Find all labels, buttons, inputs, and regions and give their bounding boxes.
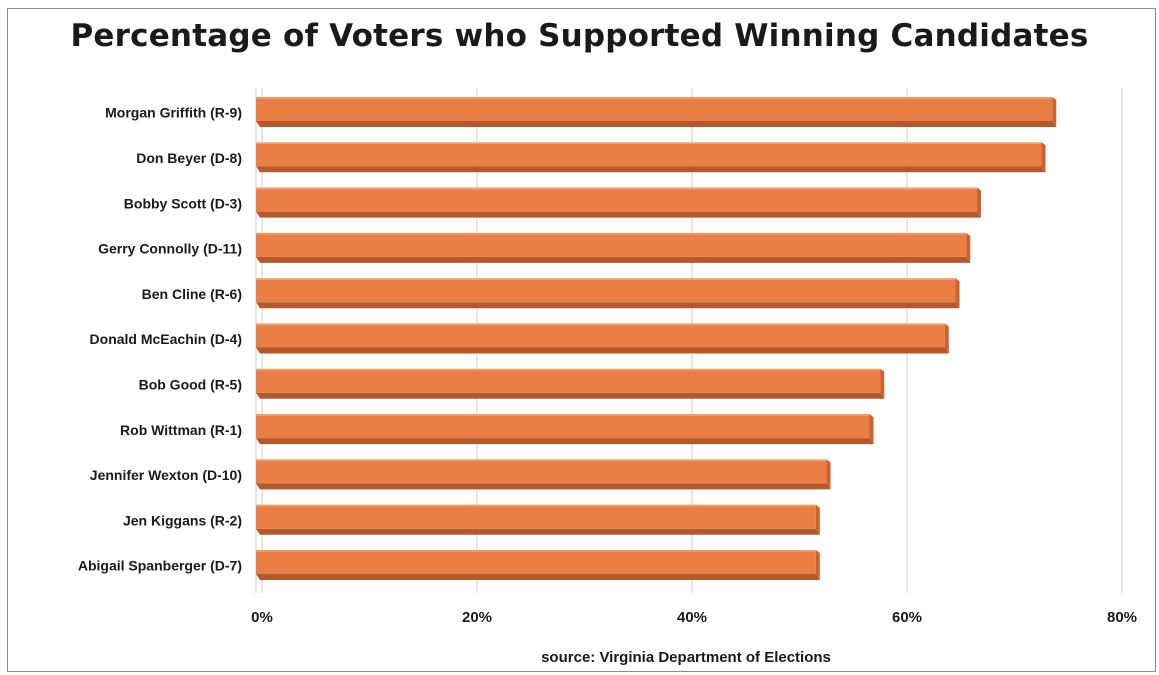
bar-bottom-face	[256, 483, 831, 490]
x-tick-label: 60%	[892, 609, 922, 626]
bar	[256, 550, 820, 580]
bar-end-cap	[880, 368, 885, 399]
bar-bottom-face	[256, 211, 982, 218]
category-label: Jen Kiggans (R-2)	[123, 512, 242, 528]
bar-bottom-face	[256, 121, 1057, 127]
bar-end-cap	[815, 504, 820, 535]
x-tick-labels: 0% 20% 40% 60% 80%	[251, 609, 1137, 626]
bar-bottom-face	[256, 302, 960, 309]
category-label: Ben Cline (R-6)	[142, 286, 242, 302]
category-label: Abigail Spanberger (D-7)	[78, 558, 242, 574]
chart-title: Percentage of Voters who Supported Winni…	[70, 18, 1089, 54]
bar	[256, 97, 1057, 127]
bar-end-cap	[944, 323, 949, 354]
bar	[256, 142, 1046, 173]
category-labels: Morgan Griffith (R-9) Don Beyer (D-8) Bobb…	[78, 105, 242, 574]
bar-end-cap	[955, 278, 960, 309]
bar-bottom-face	[256, 166, 1046, 173]
bar-end-cap	[966, 232, 971, 263]
chart-source: source: Virginia Department of Elections	[541, 649, 831, 666]
x-tick-label: 0%	[251, 609, 273, 626]
bar-bottom-face	[256, 528, 820, 535]
x-tick-label: 20%	[462, 609, 492, 626]
bar	[256, 278, 960, 309]
bar	[256, 414, 874, 445]
category-label: Gerry Connolly (D-11)	[98, 241, 242, 257]
x-tick-label: 80%	[1107, 609, 1137, 626]
bar-end-cap	[1041, 142, 1046, 173]
bar-face	[256, 187, 978, 212]
bar-bottom-face	[256, 438, 874, 445]
bar	[256, 323, 949, 354]
bar-bottom-face	[256, 574, 820, 580]
category-label: Morgan Griffith (R-9)	[105, 105, 242, 121]
bar	[256, 232, 971, 263]
bar	[256, 187, 982, 218]
bar-bottom-face	[256, 347, 949, 354]
bar-end-cap	[815, 550, 820, 580]
bar	[256, 459, 831, 490]
bar-face	[256, 97, 1053, 121]
bar	[256, 368, 885, 399]
bar-end-cap	[869, 414, 874, 445]
bar-end-cap	[977, 187, 982, 218]
bar-face	[256, 323, 945, 348]
bars	[256, 97, 1057, 580]
category-label: Bob Good (R-5)	[139, 377, 242, 393]
bar-face	[256, 232, 967, 257]
bar-face	[256, 278, 956, 303]
bar-end-cap	[826, 459, 831, 490]
category-label: Donald McEachin (D-4)	[90, 331, 242, 347]
bar-face	[256, 459, 827, 484]
bar-face	[256, 142, 1042, 167]
bar-face	[256, 414, 870, 439]
category-label: Bobby Scott (D-3)	[124, 195, 242, 211]
bar	[256, 504, 820, 535]
category-label: Rob Wittman (R-1)	[120, 422, 242, 438]
category-label: Jennifer Wexton (D-10)	[90, 467, 242, 483]
bar-end-cap	[1052, 97, 1057, 127]
bar-face	[256, 550, 816, 574]
bar-bottom-face	[256, 256, 971, 263]
category-label: Don Beyer (D-8)	[136, 150, 242, 166]
bar-bottom-face	[256, 392, 885, 399]
bar-face	[256, 504, 816, 529]
x-tick-label: 40%	[677, 609, 707, 626]
bar-face	[256, 368, 881, 393]
